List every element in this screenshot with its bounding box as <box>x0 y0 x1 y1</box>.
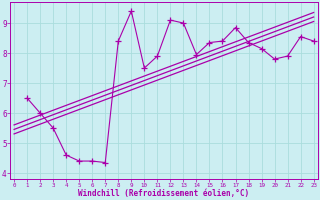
X-axis label: Windchill (Refroidissement éolien,°C): Windchill (Refroidissement éolien,°C) <box>78 189 249 198</box>
